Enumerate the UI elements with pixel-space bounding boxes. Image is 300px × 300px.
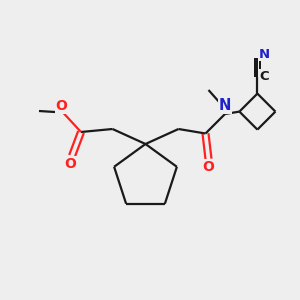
Text: O: O [202,160,214,174]
Text: O: O [56,99,68,113]
Text: O: O [64,157,76,170]
Text: N: N [219,98,231,113]
Text: C: C [259,70,269,83]
Text: N: N [258,47,270,61]
